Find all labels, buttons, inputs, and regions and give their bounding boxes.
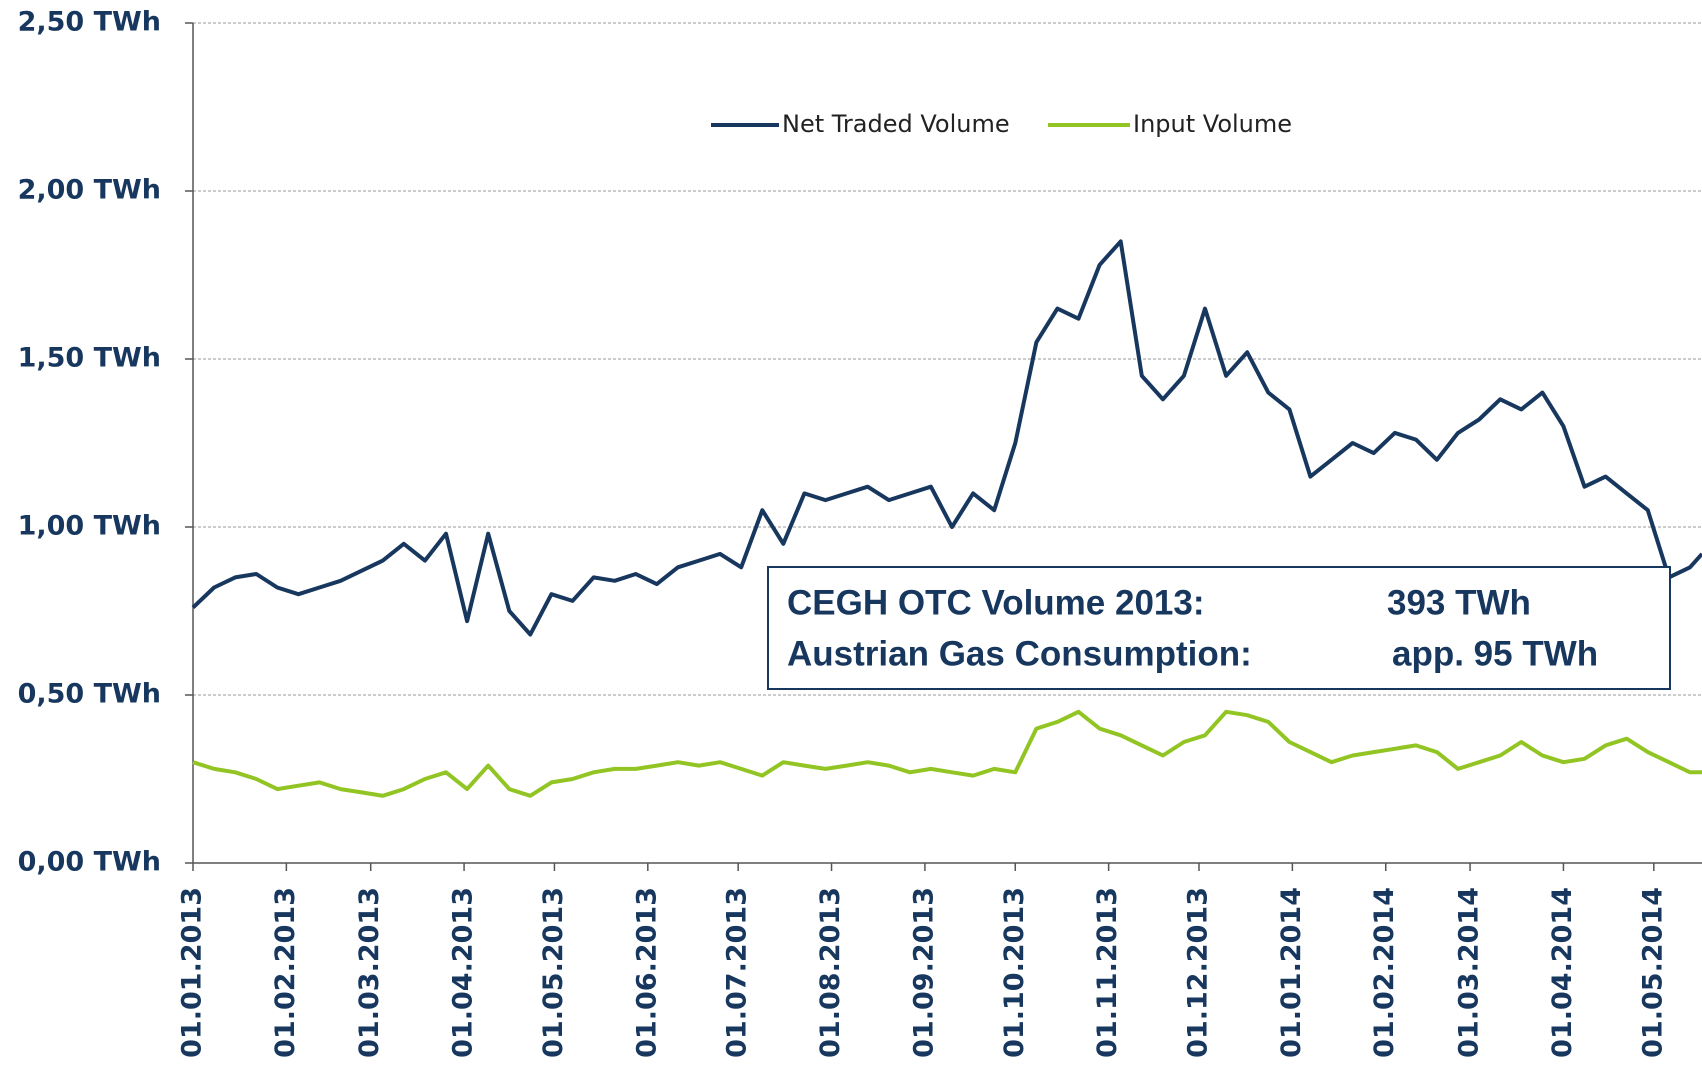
x-tick-label: 01.09.2013 [908, 887, 939, 1058]
y-tick-label: 0,00 TWh [18, 847, 161, 878]
x-tick-label: 01.04.2013 [448, 887, 479, 1058]
x-tick-label: 01.01.2014 [1276, 887, 1307, 1058]
series-line [191, 239, 1702, 637]
x-tick-label: 01.02.2013 [270, 887, 301, 1058]
x-tick-label: 01.05.2014 [1637, 887, 1668, 1058]
x-tick-label: 01.04.2014 [1547, 887, 1578, 1058]
x-tick-label: 01.03.2013 [354, 887, 385, 1058]
y-tick-label: 1,00 TWh [18, 511, 161, 542]
legend-label: Net Traded Volume [782, 110, 1010, 138]
y-tick-label: 0,50 TWh [18, 679, 161, 710]
x-tick-label: 01.03.2014 [1454, 887, 1485, 1058]
annotation-value: app. 95 TWh [1392, 634, 1598, 673]
annotation-label: CEGH OTC Volume 2013: [787, 583, 1205, 622]
x-tick-label: 01.11.2013 [1092, 887, 1123, 1058]
annotation-value: 393 TWh [1387, 583, 1531, 622]
x-tick-label: 01.01.2013 [177, 887, 208, 1058]
y-tick-label: 2,00 TWh [18, 175, 161, 206]
y-tick-label: 2,50 TWh [18, 7, 161, 38]
legend-label: Input Volume [1133, 110, 1292, 138]
x-tick-label: 01.12.2013 [1183, 887, 1214, 1058]
annotation-label: Austrian Gas Consumption: [787, 634, 1252, 673]
x-tick-label: 01.02.2014 [1369, 887, 1400, 1058]
x-tick-label: 01.10.2013 [999, 887, 1030, 1058]
x-tick-label: 01.07.2013 [722, 887, 753, 1058]
x-tick-label: 01.08.2013 [815, 887, 846, 1058]
x-tick-label: 01.06.2013 [631, 887, 662, 1058]
y-tick-label: 1,50 TWh [18, 343, 161, 374]
x-tick-label: 01.05.2013 [538, 887, 569, 1058]
annotation-box [767, 566, 1671, 690]
series-line [192, 709, 1702, 798]
